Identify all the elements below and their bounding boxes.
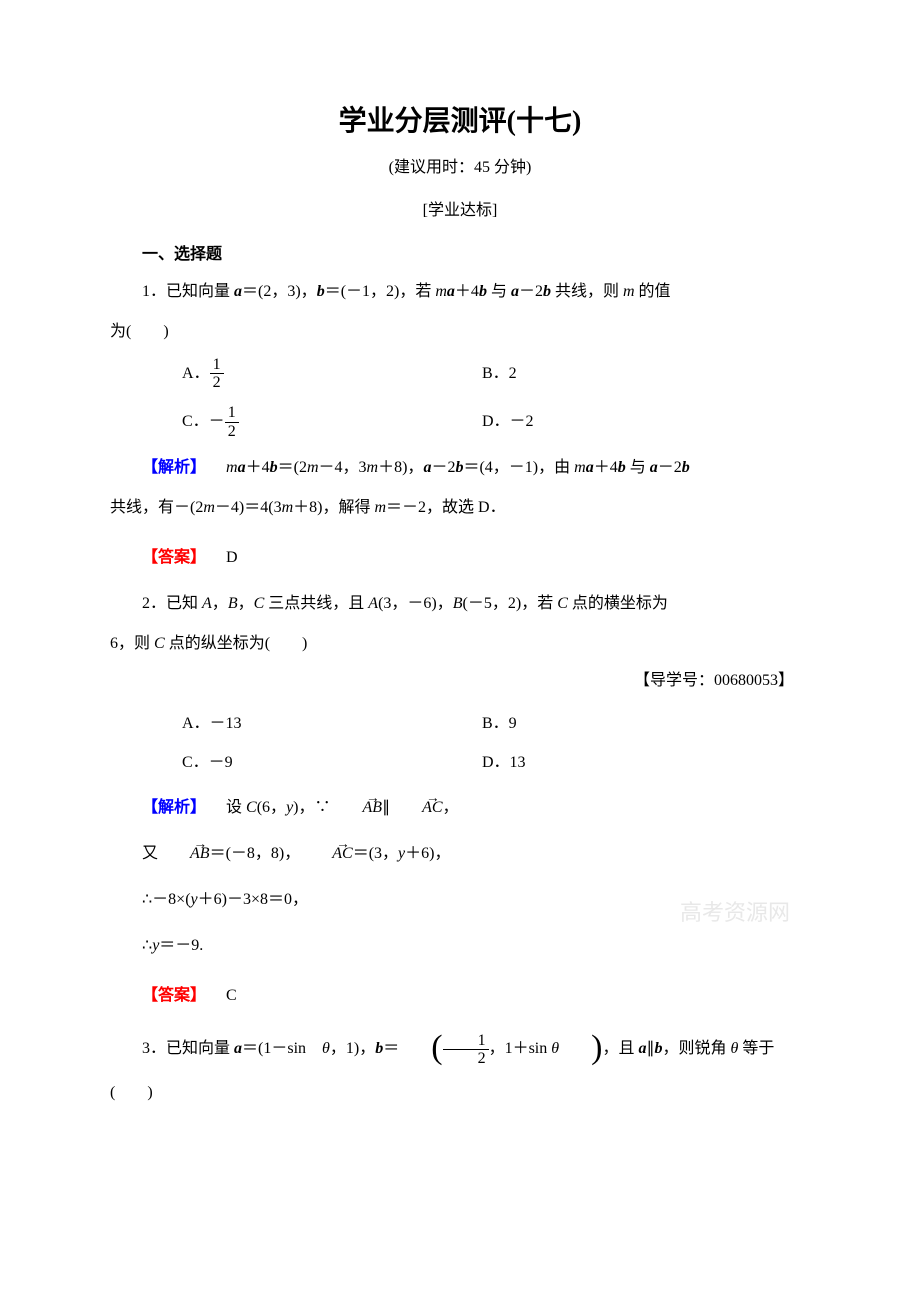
q1-options-row2: C．－12 D．－2 — [110, 404, 810, 440]
q2-answer: 【答案】 C — [110, 980, 810, 1012]
q1-analysis: 【解析】 ma＋4b＝(2m－4，3m＋8)，a－2b＝(4，－1)，由 ma＋… — [110, 452, 810, 484]
q1-opt-c: C．－12 — [182, 404, 482, 440]
q2-opt-c: C．－9 — [182, 745, 482, 780]
page-title: 学业分层测评(十七) — [110, 100, 810, 145]
q2-analysis-line2: 又→AB＝(－8，8)，→AC＝(3，y＋6)， — [110, 838, 810, 870]
page-subtitle: (建议用时：45 分钟) — [110, 155, 810, 181]
q2-options-row2: C．－9 D．13 — [110, 745, 810, 780]
q1-opt-a: A．12 — [182, 356, 482, 392]
q1-stem: 1．已知向量 a＝(2，3)，b＝(－1，2)，若 ma＋4b 与 a－2b 共… — [110, 276, 810, 308]
q2-analysis-line4: ∴y＝－9. — [110, 930, 810, 962]
q2-analysis-line3: ∴－8×(y＋6)－3×8＝0， — [110, 884, 810, 916]
analysis-label: 【解析】 — [142, 459, 206, 476]
q1-stem-cont: 为( ) — [110, 316, 810, 348]
q2-options-row1: A．－13 B．9 — [110, 706, 810, 741]
q1-opt-b: B．2 — [482, 356, 517, 392]
q3-stem-cont: ( ) — [110, 1077, 810, 1109]
q2-opt-b: B．9 — [482, 706, 517, 741]
section-heading: 一、选择题 — [110, 242, 810, 268]
q1-opt-d: D．－2 — [482, 404, 534, 440]
q1-answer: 【答案】 D — [110, 542, 810, 574]
section-label: [学业达标] — [110, 198, 810, 224]
q2-opt-d: D．13 — [482, 745, 526, 780]
q2-analysis: 【解析】 设 C(6，y)，∵→AB∥→AC， — [110, 792, 810, 824]
q1-options-row1: A．12 B．2 — [110, 356, 810, 392]
analysis-label: 【解析】 — [142, 799, 206, 816]
answer-label: 【答案】 — [142, 987, 206, 1004]
q1-analysis-line2: 共线，有－(2m－4)＝4(3m＋8)，解得 m＝－2，故选 D． — [110, 492, 810, 524]
q2-stem-cont: 6，则 C 点的纵坐标为( ) — [110, 628, 810, 660]
answer-label: 【答案】 — [142, 549, 206, 566]
q2-stem: 2．已知 A，B，C 三点共线，且 A(3，－6)，B(－5，2)，若 C 点的… — [110, 588, 810, 620]
q3-stem: 3．已知向量 a＝(1－sin θ，1)，b＝(12，1＋sin θ)，且 a∥… — [110, 1030, 810, 1068]
q2-opt-a: A．－13 — [182, 706, 482, 741]
q2-guide-num: 【导学号：00680053】 — [110, 668, 810, 694]
